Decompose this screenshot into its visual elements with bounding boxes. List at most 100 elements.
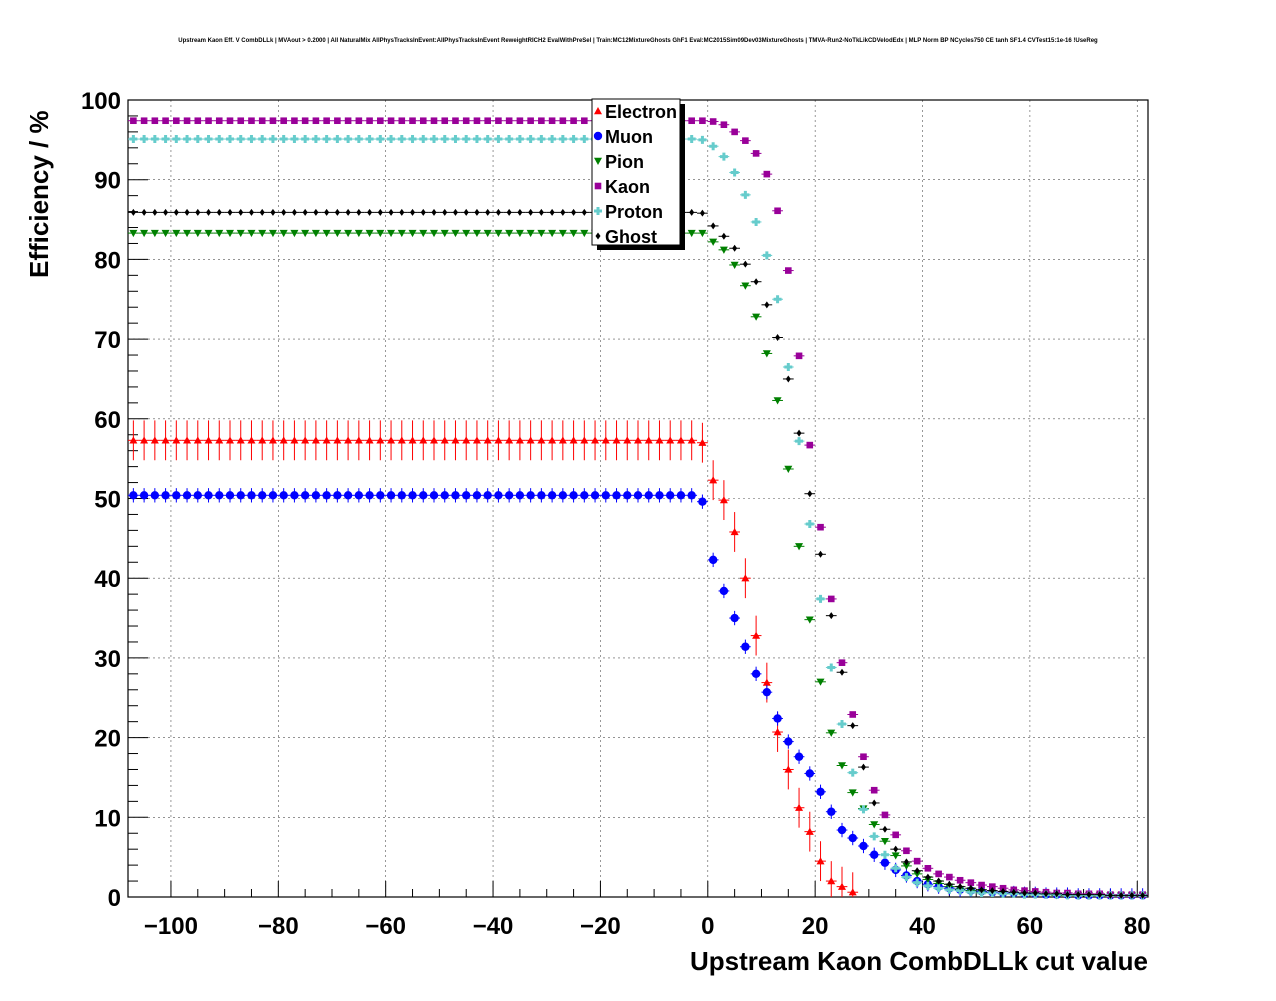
y-tick-label: 50 [94, 487, 121, 514]
point-proton [816, 594, 825, 603]
point-muon [311, 491, 321, 500]
point-kaon [269, 117, 277, 125]
point-pion [795, 543, 804, 551]
point-electron [408, 436, 417, 444]
point-ghost [1107, 891, 1113, 899]
point-muon [708, 555, 718, 565]
point-proton [397, 135, 406, 144]
point-kaon [473, 117, 481, 125]
y-tick-label: 20 [94, 726, 121, 753]
point-pion [279, 229, 288, 238]
point-electron [838, 882, 846, 890]
point-electron [387, 436, 396, 444]
point-proton [311, 135, 320, 144]
point-proton [354, 135, 363, 144]
point-muon [354, 491, 364, 500]
point-pion [397, 229, 406, 238]
point-proton [848, 768, 857, 777]
point-kaon [967, 879, 975, 886]
point-kaon [441, 117, 449, 125]
point-ghost [1032, 889, 1038, 897]
point-electron [344, 436, 353, 444]
point-kaon [860, 753, 867, 761]
point-kaon [709, 118, 717, 125]
point-muon [773, 714, 782, 723]
point-proton [569, 135, 578, 144]
point-electron [451, 436, 460, 444]
point-ghost [367, 208, 373, 216]
point-ghost [1064, 891, 1070, 899]
point-electron [827, 877, 836, 885]
point-electron [719, 496, 728, 504]
legend-marker-muon [593, 131, 603, 141]
point-electron [795, 803, 804, 811]
point-electron [183, 436, 192, 444]
point-pion [430, 229, 438, 238]
point-muon [225, 491, 235, 500]
point-kaon [720, 121, 728, 129]
point-muon [816, 787, 825, 796]
point-electron [472, 436, 481, 444]
point-electron [226, 436, 234, 444]
point-pion [451, 229, 460, 238]
point-muon [741, 642, 750, 651]
point-kaon [516, 117, 524, 125]
point-ghost [195, 208, 201, 216]
point-electron [569, 436, 578, 444]
point-kaon [462, 117, 470, 125]
point-pion [880, 838, 889, 846]
point-proton [333, 135, 342, 144]
point-muon [504, 491, 514, 500]
point-kaon [151, 117, 159, 125]
point-proton [344, 135, 353, 144]
point-kaon [785, 267, 792, 274]
point-ghost [1011, 888, 1017, 896]
point-proton [805, 520, 814, 529]
point-ghost [173, 208, 179, 216]
series-muon [128, 488, 1148, 900]
point-proton [161, 135, 170, 144]
point-electron [666, 436, 675, 444]
point-ghost [560, 208, 566, 216]
point-pion [515, 229, 524, 238]
point-electron [193, 436, 202, 444]
point-kaon [452, 117, 459, 125]
x-tick-label: 40 [909, 913, 936, 940]
point-pion [505, 229, 514, 238]
point-proton [891, 864, 900, 873]
legend-marker-pion [594, 157, 602, 165]
point-pion [472, 229, 481, 238]
point-proton [268, 135, 277, 144]
point-electron [762, 678, 771, 686]
point-electron [247, 436, 256, 444]
point-pion [215, 229, 224, 238]
point-ghost [248, 208, 254, 216]
legend-marker-ghost [595, 232, 601, 240]
point-proton [827, 663, 836, 672]
point-proton [215, 135, 224, 144]
point-pion [150, 229, 159, 238]
point-muon [666, 491, 675, 500]
point-proton [247, 135, 256, 144]
y-tick-label: 60 [94, 407, 121, 434]
point-muon [623, 491, 632, 500]
point-pion [548, 229, 557, 238]
point-proton [687, 135, 696, 144]
point-muon [300, 491, 310, 500]
point-proton [730, 168, 739, 177]
point-proton [752, 217, 761, 226]
point-ghost [270, 208, 276, 216]
point-proton [945, 885, 954, 894]
point-kaon [538, 117, 545, 125]
point-pion [376, 229, 385, 238]
point-ghost [1118, 891, 1124, 899]
point-muon [494, 491, 503, 500]
point-muon [784, 737, 793, 746]
point-kaon [323, 117, 330, 125]
point-muon [429, 491, 439, 500]
point-electron [773, 728, 782, 736]
point-pion [709, 238, 718, 246]
point-kaon [215, 117, 223, 125]
point-electron [644, 436, 653, 444]
point-kaon [398, 117, 406, 125]
